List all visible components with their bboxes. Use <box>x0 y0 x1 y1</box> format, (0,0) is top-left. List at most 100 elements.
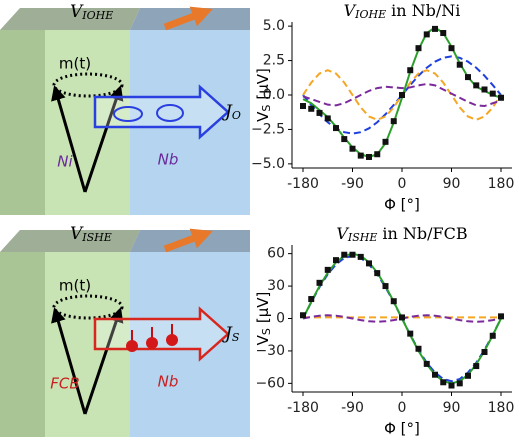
data-point <box>473 363 480 370</box>
y-tick-label: 5.0 <box>263 18 285 34</box>
y-axis-title-part: S <box>260 105 273 112</box>
data-point <box>432 371 438 378</box>
data-point <box>423 360 430 367</box>
data-point <box>308 105 315 112</box>
data-point <box>366 153 372 160</box>
y-axis-title-part: V <box>254 111 272 122</box>
data-point <box>316 109 323 116</box>
current-sub: O <box>232 109 241 122</box>
data-point <box>333 125 339 132</box>
data-point <box>390 298 397 305</box>
x-tick-label: -180 <box>287 176 319 192</box>
data-point <box>415 45 422 52</box>
y-tick-label: 30 <box>267 278 285 294</box>
y-axis-title-part: [μV] <box>254 292 272 324</box>
material-label: Nb <box>158 151 179 169</box>
voltage-var: V <box>70 224 84 244</box>
front-face-right <box>130 30 250 215</box>
x-tick-label: 0 <box>398 176 407 192</box>
chart-title-part: in Nb/Ni <box>391 1 460 20</box>
orbital-loop <box>113 106 143 122</box>
current-label: JO <box>222 102 241 123</box>
data-point <box>473 82 480 89</box>
x-tick-label: 180 <box>488 400 515 416</box>
side-face <box>0 30 45 215</box>
data-point <box>382 138 389 145</box>
data-point <box>341 136 348 143</box>
current-arrow <box>93 84 230 140</box>
data-point <box>390 118 397 125</box>
moment-label: m(t) <box>59 277 91 295</box>
y-tick-label: −30 <box>255 343 285 359</box>
data-point <box>357 152 364 159</box>
spin <box>146 337 158 349</box>
x-tick-label: -90 <box>341 176 364 192</box>
x-axis-title: Φ [°] <box>384 420 420 438</box>
chart-title-part: IOHE <box>354 8 386 21</box>
y-axis-title-part: S <box>260 328 273 335</box>
y-axis-title: VS [μV] <box>254 292 274 346</box>
material-label: Nb <box>158 373 179 391</box>
data-point <box>382 283 389 290</box>
current-var: J <box>222 324 233 344</box>
voltage-label: VISHE <box>70 224 112 245</box>
moment-arrow <box>51 307 87 415</box>
voltage-var: V <box>70 2 84 22</box>
data-point <box>440 30 447 37</box>
material-label: FCB <box>50 375 79 393</box>
data-point <box>324 266 331 273</box>
data-point <box>456 380 463 387</box>
chart-title-part: in Nb/FCB <box>382 224 467 243</box>
data-point <box>423 31 430 38</box>
chart-title: VISHE in Nb/FCB <box>336 224 467 245</box>
data-point <box>366 260 372 267</box>
spin <box>126 340 138 352</box>
data-point <box>481 86 488 93</box>
x-axis-title: Φ [°] <box>384 196 420 214</box>
y-tick-label: −5.0 <box>251 156 285 172</box>
data-point <box>489 332 496 339</box>
data-point <box>440 379 447 386</box>
data-point <box>456 61 463 68</box>
y-axis-title-part: V <box>254 334 272 345</box>
voltage-sub: ISHE <box>81 231 112 244</box>
y-tick-label: 60 <box>267 246 285 262</box>
data-point <box>300 103 306 110</box>
y-tick-label: −2.5 <box>251 121 285 137</box>
data-point <box>300 312 306 319</box>
voltage-sub: IOHE <box>81 9 113 22</box>
voltage-label: VIOHE <box>70 2 113 23</box>
data-point <box>349 251 356 258</box>
chart-title: VIOHE in Nb/Ni <box>344 1 461 22</box>
current-label: JS <box>222 324 240 345</box>
chart-title-part: V <box>336 224 349 243</box>
x-tick-label: 90 <box>443 400 461 416</box>
data-point <box>308 296 315 303</box>
data-point <box>374 151 381 158</box>
field-arrow <box>163 228 213 253</box>
precession-cone <box>52 294 124 320</box>
model-curve <box>302 82 502 108</box>
data-point <box>333 257 339 264</box>
x-tick-label: 90 <box>443 176 461 192</box>
chart-title-part: V <box>344 1 357 20</box>
current-var: J <box>222 102 233 122</box>
x-tick-label: 180 <box>488 176 515 192</box>
data-point <box>498 313 504 320</box>
data-point <box>465 74 471 81</box>
moment-label: m(t) <box>59 55 91 73</box>
diagram: VIOHE m(t) Ni Nb JO <box>0 2 250 215</box>
data-point <box>324 115 331 122</box>
data-point <box>432 25 438 32</box>
precession-cone <box>52 72 124 98</box>
data-point <box>448 45 455 52</box>
field-arrow <box>163 6 213 31</box>
data-point <box>399 92 405 98</box>
spin <box>166 334 178 346</box>
side-face <box>0 252 45 437</box>
x-tick-label: -90 <box>341 400 364 416</box>
data-point <box>349 145 356 152</box>
top-face-left <box>0 8 140 30</box>
data-point <box>489 90 496 97</box>
